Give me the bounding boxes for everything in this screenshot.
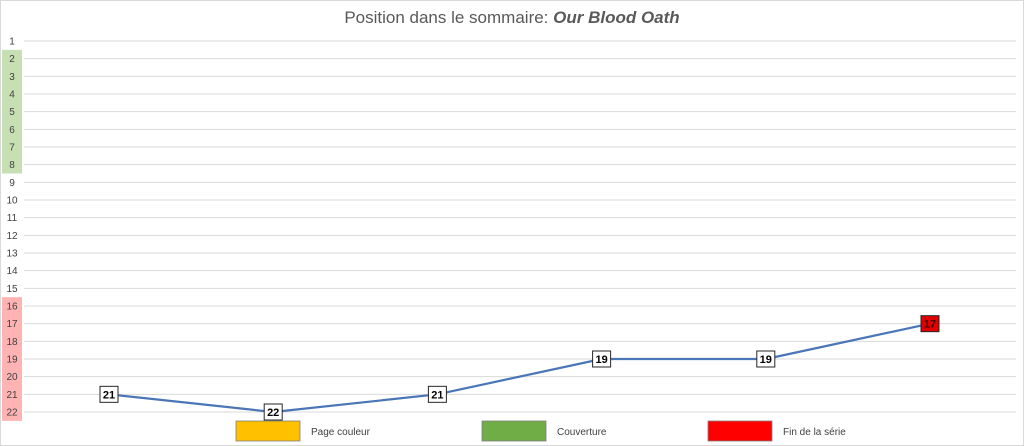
chart-title: Position dans le sommaire: Our Blood Oat… bbox=[0, 8, 1024, 28]
y-tick-label-15: 15 bbox=[6, 284, 18, 295]
y-tick-label-16: 16 bbox=[6, 302, 18, 313]
data-label-box-6 bbox=[920, 315, 940, 333]
y-tick-label-19: 19 bbox=[6, 355, 18, 366]
y-tick-label-7: 7 bbox=[9, 143, 15, 154]
y-tick-label-11: 11 bbox=[7, 213, 18, 224]
data-label-box-2 bbox=[263, 403, 283, 421]
y-tick-label-8: 8 bbox=[9, 160, 15, 171]
series-line-group bbox=[108, 322, 931, 414]
y-tick-label-5: 5 bbox=[9, 107, 15, 118]
y-tick-label-14: 14 bbox=[6, 266, 18, 277]
legend-swatch-2 bbox=[481, 420, 547, 442]
legend-label-1: Page couleur bbox=[311, 427, 371, 438]
y-axis-band-1 bbox=[2, 49, 22, 174]
gridlines bbox=[24, 40, 1016, 413]
data-label-1: 21 bbox=[103, 389, 115, 401]
y-tick-label-9: 9 bbox=[9, 178, 15, 189]
y-tick-label-1: 1 bbox=[9, 37, 15, 48]
y-tick-label-21: 21 bbox=[6, 390, 18, 401]
chart-title-prefix: Position dans le sommaire: bbox=[344, 8, 554, 27]
data-label-4: 19 bbox=[595, 354, 607, 366]
y-tick-label-3: 3 bbox=[9, 72, 15, 83]
data-label-2: 22 bbox=[267, 407, 279, 419]
legend-label-2: Couverture bbox=[557, 427, 607, 438]
y-tick-label-4: 4 bbox=[9, 90, 15, 101]
y-axis-band-2 bbox=[2, 297, 22, 421]
y-tick-label-18: 18 bbox=[6, 337, 18, 348]
y-tick-label-2: 2 bbox=[9, 54, 15, 65]
data-label-5: 19 bbox=[760, 354, 772, 366]
y-axis-bands bbox=[2, 49, 22, 421]
legend-label-3: Fin de la série bbox=[783, 427, 846, 438]
y-tick-label-13: 13 bbox=[6, 249, 18, 260]
legend-swatch-3 bbox=[707, 420, 773, 442]
data-label-3: 21 bbox=[431, 389, 443, 401]
data-labels: 21 22 21 19 19 17 bbox=[99, 315, 940, 421]
y-tick-label-12: 12 bbox=[6, 231, 18, 242]
chart-title-emphasis: Our Blood Oath bbox=[553, 8, 680, 27]
legend-swatch-1 bbox=[235, 420, 301, 442]
y-tick-label-20: 20 bbox=[6, 372, 18, 383]
series-line bbox=[108, 322, 931, 414]
y-tick-label-10: 10 bbox=[6, 196, 18, 207]
y-tick-label-17: 17 bbox=[6, 319, 18, 330]
data-label-box-4 bbox=[592, 350, 612, 368]
data-label-box-1 bbox=[99, 385, 119, 403]
data-label-6: 17 bbox=[924, 319, 936, 331]
data-label-box-3 bbox=[427, 385, 447, 403]
y-tick-label-22: 22 bbox=[6, 408, 18, 419]
data-label-box-5 bbox=[756, 350, 776, 368]
y-tick-label-6: 6 bbox=[9, 125, 15, 136]
legend: Page couleur Couverture Fin de la série bbox=[235, 420, 846, 442]
